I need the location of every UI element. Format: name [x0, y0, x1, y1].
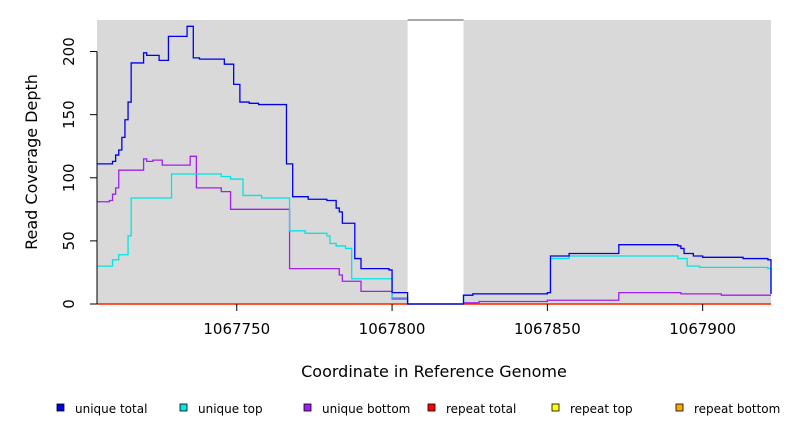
y-axis: 0 50 100 150 200	[60, 37, 98, 309]
y-tick-label: 0	[60, 299, 78, 309]
legend-swatch-repeat-bottom	[675, 403, 684, 412]
legend-swatch-unique-top	[179, 403, 188, 412]
series-line-unique-top	[97, 173, 772, 305]
x-tick-label: 1067850	[514, 320, 581, 338]
x-axis: 1067750 1067800 1067850 1067900	[203, 304, 736, 338]
legend-swatch-unique-total	[56, 403, 65, 412]
legend-label-repeat-bottom: repeat bottom	[694, 402, 780, 416]
x-tick-label: 1067750	[203, 320, 270, 338]
legend-swatch-unique-bottom	[303, 403, 312, 412]
y-tick-label: 200	[60, 37, 78, 66]
gap-region	[407, 18, 464, 304]
x-tick-label: 1067900	[669, 320, 736, 338]
legend-swatch-repeat-top	[551, 403, 560, 412]
x-tick-label: 1067800	[359, 320, 426, 338]
y-tick-label: 50	[60, 231, 78, 250]
y-tick-label: 150	[60, 100, 78, 129]
legend: unique total unique top unique bottom repea…	[56, 402, 780, 416]
legend-label-unique-top: unique top	[198, 402, 263, 416]
legend-label-repeat-total: repeat total	[446, 402, 516, 416]
legend-label-unique-total: unique total	[75, 402, 147, 416]
x-axis-title: Coordinate in Reference Genome	[301, 362, 567, 381]
series-line-unique-total	[97, 25, 772, 305]
legend-swatch-repeat-total	[427, 403, 436, 412]
y-tick-label: 100	[60, 163, 78, 192]
series-layer	[97, 25, 772, 305]
legend-label-repeat-top: repeat top	[570, 402, 633, 416]
y-axis-title: Read Coverage Depth	[22, 74, 41, 250]
legend-label-unique-bottom: unique bottom	[322, 402, 410, 416]
